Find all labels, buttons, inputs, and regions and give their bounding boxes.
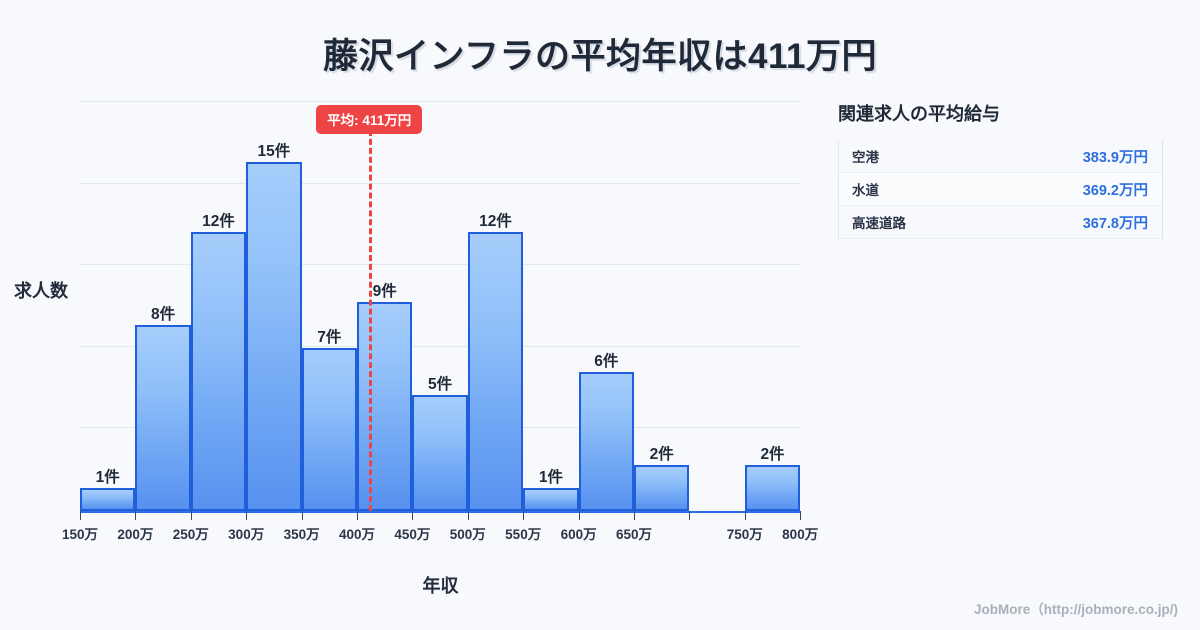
- bar-value-label: 12件: [479, 213, 512, 230]
- x-tick: [301, 511, 303, 520]
- x-axis-title: 年収: [422, 576, 459, 596]
- x-tick: [357, 511, 358, 520]
- x-tick-label: 150万: [61, 527, 99, 542]
- x-tick: [634, 511, 635, 520]
- bar-value-label: 7件: [317, 329, 342, 347]
- x-tick-label: 750万: [726, 527, 763, 542]
- bar-value-label: 8件: [151, 306, 176, 323]
- table-row-name: 高速道路: [852, 216, 906, 231]
- x-tick-label: 400万: [338, 527, 376, 542]
- x-tick: [689, 511, 691, 520]
- x-tick: [578, 511, 580, 520]
- x-tick-label: 550万: [505, 527, 542, 542]
- x-tick-label: 650万: [615, 527, 653, 542]
- bar-value-label: 6件: [594, 352, 619, 370]
- related-salary-panel: 関連求人の平均給与 空港 383.9万円水道 369.2万円高速道路 367.8万円: [838, 100, 1163, 239]
- table-row-name: 空港: [852, 150, 879, 165]
- x-tick: [800, 511, 802, 520]
- bar: [357, 301, 413, 511]
- bar-value-label: 1件: [95, 468, 120, 486]
- table-row: 高速道路 367.8万円: [839, 206, 1162, 239]
- bar-value-label: 9件: [372, 282, 397, 300]
- related-salary-title: 関連求人の平均給与: [838, 104, 1000, 124]
- x-tick: [412, 511, 414, 520]
- x-tick-label: 450万: [394, 527, 431, 542]
- bar: [523, 487, 579, 511]
- table-row-value: 367.8万円: [1082, 215, 1148, 232]
- bar-value-label: 15件: [257, 143, 291, 161]
- x-tick-label: 350万: [283, 527, 320, 542]
- x-tick: [744, 511, 746, 520]
- table-row-name: 水道: [852, 183, 879, 198]
- mean-badge: 平均: 411万円: [316, 105, 423, 134]
- related-salary-table: 空港 383.9万円水道 369.2万円高速道路 367.8万円: [838, 140, 1163, 239]
- gridline: [80, 264, 801, 265]
- gridline: [80, 101, 801, 102]
- bar-value-label: 5件: [428, 375, 453, 393]
- bar: [301, 348, 357, 511]
- table-row-value: 369.2万円: [1082, 182, 1148, 199]
- x-tick: [135, 511, 137, 520]
- x-tick-label: 200万: [117, 527, 154, 542]
- bar-value-label: 2件: [760, 445, 785, 463]
- gridline: [80, 183, 801, 184]
- bar: [80, 487, 136, 511]
- bar-value-label: 2件: [649, 445, 674, 463]
- x-tick-label: 250万: [172, 527, 209, 542]
- table-row: 水道 369.2万円: [839, 173, 1162, 206]
- x-tick: [80, 511, 81, 520]
- x-tick: [190, 511, 192, 520]
- mean-line: [369, 130, 373, 511]
- x-tick: [467, 511, 469, 520]
- bar-value-label: 1件: [538, 468, 563, 486]
- y-axis-title: 求人数: [14, 281, 68, 301]
- x-tick-label: 500万: [449, 527, 486, 542]
- page-title: 藤沢インフラの平均年収は411万円: [323, 37, 877, 76]
- gridline: [80, 346, 801, 347]
- bar-value-label: 12件: [202, 213, 235, 230]
- x-tick: [246, 511, 248, 520]
- watermark: JobMore（http://jobmore.co.jp/): [974, 602, 1178, 617]
- bar: [467, 232, 524, 511]
- table-row: 空港 383.9万円: [839, 140, 1162, 173]
- bar: [135, 325, 191, 511]
- bar: [246, 162, 302, 511]
- bar: [190, 232, 247, 511]
- table-row-value: 383.9万円: [1082, 149, 1148, 166]
- bar: [578, 371, 634, 511]
- x-tick-label: 800万: [782, 527, 819, 542]
- bar: [744, 464, 801, 511]
- x-axis-line: [80, 511, 801, 513]
- bar: [634, 464, 690, 511]
- bar: [412, 394, 468, 511]
- x-tick-label: 300万: [228, 527, 265, 542]
- histogram-chart: 1件 8件 12件 15件 7件 9件 5件 12件 1件 6件 2件 2件 150万 200万 250万…: [14, 101, 819, 596]
- x-tick-label: 600万: [560, 527, 597, 542]
- x-tick: [523, 511, 525, 520]
